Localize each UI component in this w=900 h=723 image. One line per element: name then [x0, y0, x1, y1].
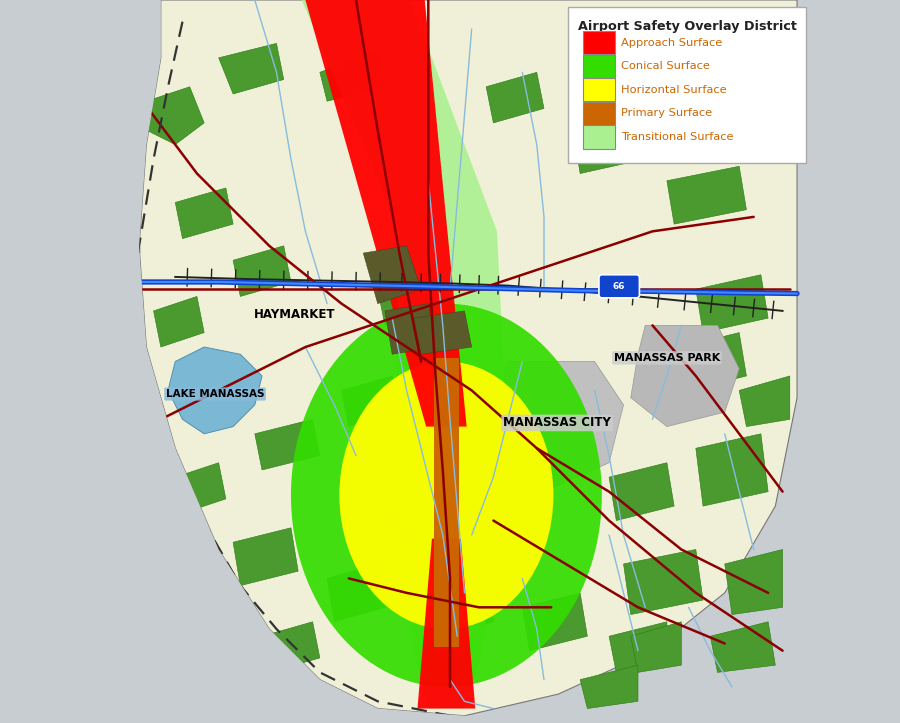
Text: HAYMARKET: HAYMARKET — [254, 308, 336, 321]
FancyBboxPatch shape — [583, 78, 615, 101]
Polygon shape — [140, 0, 797, 716]
Polygon shape — [88, 448, 812, 723]
FancyBboxPatch shape — [583, 55, 615, 78]
Polygon shape — [262, 622, 320, 672]
Text: Approach Surface: Approach Surface — [621, 38, 722, 48]
Polygon shape — [573, 116, 645, 174]
Polygon shape — [609, 463, 674, 521]
Ellipse shape — [291, 304, 602, 687]
Polygon shape — [696, 275, 768, 333]
Polygon shape — [233, 246, 291, 296]
Polygon shape — [580, 665, 638, 709]
Polygon shape — [696, 434, 768, 506]
Polygon shape — [710, 622, 776, 672]
Polygon shape — [434, 358, 459, 647]
Text: MANASSAS PARK: MANASSAS PARK — [614, 353, 720, 363]
Polygon shape — [176, 463, 226, 513]
Polygon shape — [305, 0, 466, 427]
Polygon shape — [631, 622, 681, 672]
Polygon shape — [609, 622, 667, 672]
Polygon shape — [183, 369, 248, 419]
Polygon shape — [724, 549, 783, 615]
Polygon shape — [418, 539, 475, 709]
Polygon shape — [739, 376, 790, 427]
Polygon shape — [385, 304, 436, 354]
Polygon shape — [176, 188, 233, 239]
Text: LAKE MANASSAS: LAKE MANASSAS — [166, 389, 265, 399]
Polygon shape — [486, 72, 544, 123]
FancyBboxPatch shape — [598, 275, 639, 298]
Polygon shape — [436, 578, 493, 636]
Polygon shape — [302, 0, 504, 709]
FancyBboxPatch shape — [568, 7, 806, 163]
Polygon shape — [341, 376, 400, 427]
Polygon shape — [667, 166, 746, 224]
Polygon shape — [233, 528, 298, 586]
FancyBboxPatch shape — [583, 125, 615, 148]
Polygon shape — [414, 311, 472, 354]
Polygon shape — [168, 347, 262, 434]
Text: Transitional Surface: Transitional Surface — [621, 132, 734, 142]
Polygon shape — [320, 51, 385, 101]
Text: 66: 66 — [613, 282, 626, 291]
FancyBboxPatch shape — [583, 31, 615, 54]
Polygon shape — [154, 296, 204, 347]
Text: Airport Safety Overlay District: Airport Safety Overlay District — [578, 20, 796, 33]
Polygon shape — [147, 87, 204, 145]
Polygon shape — [364, 246, 421, 304]
Polygon shape — [486, 362, 624, 492]
FancyBboxPatch shape — [583, 102, 615, 125]
Ellipse shape — [339, 362, 554, 629]
Polygon shape — [327, 564, 385, 622]
Text: Horizontal Surface: Horizontal Surface — [621, 85, 726, 95]
Text: MANASSAS CITY: MANASSAS CITY — [503, 416, 611, 429]
Polygon shape — [631, 325, 739, 427]
Polygon shape — [522, 593, 588, 651]
Polygon shape — [392, 492, 443, 549]
Polygon shape — [624, 549, 703, 615]
Polygon shape — [219, 43, 284, 94]
Text: Conical Surface: Conical Surface — [621, 61, 709, 72]
Polygon shape — [378, 275, 443, 325]
Polygon shape — [88, 0, 190, 506]
Polygon shape — [681, 333, 746, 390]
Text: Primary Surface: Primary Surface — [621, 108, 712, 119]
Polygon shape — [255, 419, 320, 470]
